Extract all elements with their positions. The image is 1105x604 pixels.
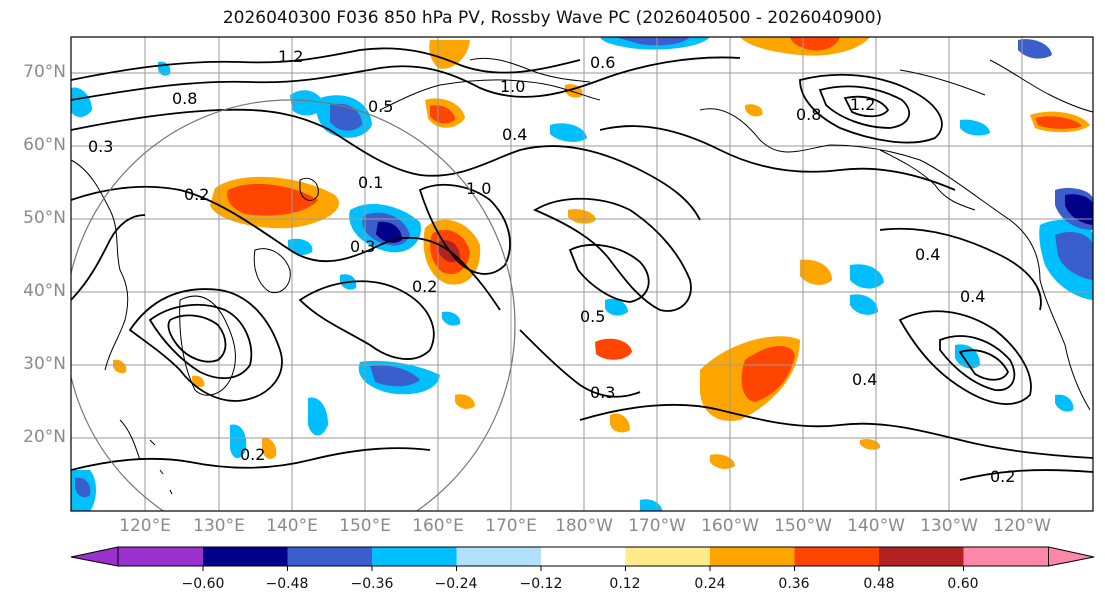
lon-label: 160°W bbox=[701, 516, 759, 536]
lon-label: 170°E bbox=[485, 516, 537, 536]
lon-label: 140°W bbox=[847, 516, 905, 536]
contour-label: 0.5 bbox=[368, 97, 393, 116]
colorbar-segment bbox=[456, 547, 541, 566]
lat-lon-grid bbox=[71, 37, 1093, 511]
colorbar-tick-label: −0.36 bbox=[350, 576, 394, 592]
lat-label-40: 40°N bbox=[23, 281, 66, 301]
contour-label: 0.4 bbox=[852, 370, 877, 389]
lon-label: 180°W bbox=[555, 516, 613, 536]
colorbar-frame bbox=[117, 546, 1049, 567]
lon-label: 120°W bbox=[993, 516, 1051, 536]
contour-label: 1.0 bbox=[500, 77, 525, 96]
contour-label: 0.2 bbox=[240, 445, 265, 464]
colorbar-tick-label: 0.36 bbox=[778, 576, 810, 592]
colorbar-tick-label: −0.60 bbox=[181, 576, 225, 592]
colorbar-tick-label: −0.24 bbox=[434, 576, 478, 592]
contour-label: 0.1 bbox=[358, 173, 383, 192]
colorbar-max-extend bbox=[1048, 546, 1095, 567]
colorbar-tick-label: 0.12 bbox=[609, 576, 641, 592]
lat-label-50: 50°N bbox=[23, 208, 66, 228]
colorbar-segment bbox=[794, 547, 879, 566]
contour-label: 0.4 bbox=[960, 287, 985, 306]
plot-frame bbox=[70, 36, 1094, 512]
colorbar-tick-label: −0.48 bbox=[265, 576, 309, 592]
lat-label-30: 30°N bbox=[23, 354, 66, 374]
colorbar-segment bbox=[287, 547, 372, 566]
colorbar-segment bbox=[963, 547, 1049, 566]
colorbar-tick-label: 0.48 bbox=[863, 576, 895, 592]
lat-label-70: 70°N bbox=[23, 62, 66, 82]
contour-label: 1.0 bbox=[466, 179, 491, 198]
lon-label: 140°E bbox=[266, 516, 318, 536]
contour-label: 0.4 bbox=[915, 245, 940, 264]
contour-label: 0.2 bbox=[184, 185, 209, 204]
contour-label: 0.2 bbox=[412, 277, 437, 296]
pv-contours bbox=[71, 47, 1093, 481]
lon-label: 130°E bbox=[193, 516, 245, 536]
lon-label: 150°E bbox=[339, 516, 391, 536]
lat-label-20: 20°N bbox=[23, 427, 66, 447]
colorbar-tick-label: −0.12 bbox=[519, 576, 563, 592]
lon-label: 130°W bbox=[920, 516, 978, 536]
contour-label: 1.2 bbox=[850, 95, 875, 114]
contour-label: 0.3 bbox=[350, 237, 375, 256]
map-title: 2026040300 F036 850 hPa PV, Rossby Wave … bbox=[222, 8, 883, 28]
colorbar bbox=[70, 546, 1095, 571]
colorbar-segment bbox=[118, 547, 203, 566]
contour-label: 0.3 bbox=[88, 137, 113, 156]
colorbar-segment bbox=[625, 547, 710, 566]
lon-label: 170°W bbox=[628, 516, 686, 536]
colorbar-segment bbox=[203, 547, 288, 566]
lon-label: 150°W bbox=[774, 516, 832, 536]
contour-label: 0.6 bbox=[590, 53, 615, 72]
lon-label: 160°E bbox=[412, 516, 464, 536]
contour-label: 0.3 bbox=[590, 383, 615, 402]
contour-label: 0.5 bbox=[580, 307, 605, 326]
colorbar-min-extend bbox=[70, 546, 119, 567]
contour-label: 0.8 bbox=[172, 89, 197, 108]
contour-label: 1.2 bbox=[278, 47, 303, 66]
radius-circle bbox=[71, 99, 516, 511]
contour-labels: 1.2 1.0 0.8 0.6 0.5 0.4 0.3 0.2 0.1 1.0 … bbox=[88, 47, 1015, 486]
colorbar-tick-label: 0.24 bbox=[694, 576, 726, 592]
contour-label: 0.4 bbox=[502, 125, 527, 144]
colorbar-segment bbox=[372, 547, 457, 566]
colorbar-segment bbox=[710, 547, 795, 566]
contour-label: 0.8 bbox=[796, 105, 821, 124]
colorbar-segment bbox=[879, 547, 964, 566]
colorbar-tick-label: 0.60 bbox=[947, 576, 979, 592]
colorbar-segment bbox=[541, 547, 626, 566]
lat-label-60: 60°N bbox=[23, 135, 66, 155]
lon-label: 120°E bbox=[119, 516, 171, 536]
contour-label: 0.2 bbox=[990, 467, 1015, 486]
